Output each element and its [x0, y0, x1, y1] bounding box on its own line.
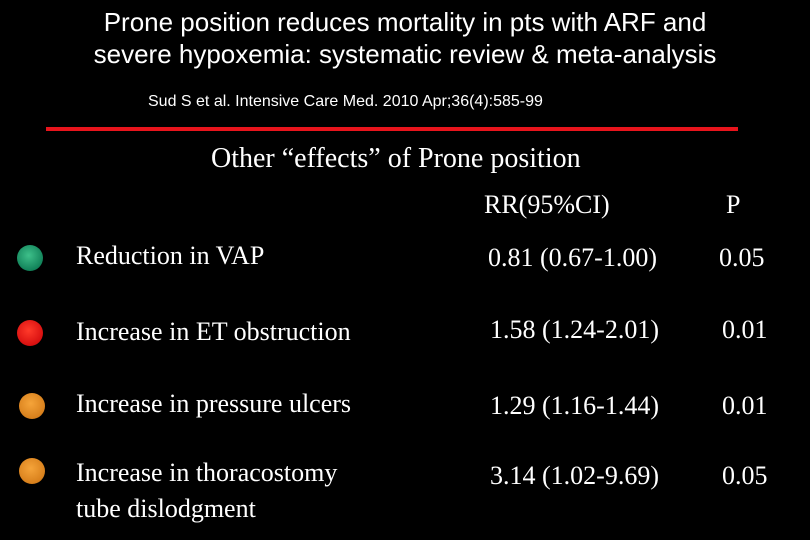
citation: Sud S et al. Intensive Care Med. 2010 Ap…: [148, 93, 543, 110]
row-rr-thoracostomy: 3.14 (1.02-9.69): [490, 461, 659, 490]
title-line-1: Prone position reduces mortality in pts …: [103, 7, 707, 37]
row-p-pressure-ulcers: 0.01: [722, 391, 768, 420]
bullet-teal-icon: [17, 245, 43, 271]
row-label-thoracostomy: Increase in thoracostomy tube dislodgmen…: [76, 455, 456, 527]
column-header-p: P: [726, 190, 741, 219]
row-label-et-obstruction: Increase in ET obstruction: [76, 317, 351, 346]
row-label-thoracostomy-line-1: Increase in thoracostomy: [76, 458, 338, 487]
bullet-orange-icon: [19, 458, 45, 484]
row-rr-vap: 0.81 (0.67-1.00): [488, 243, 657, 272]
row-p-thoracostomy: 0.05: [722, 461, 768, 490]
row-label-pressure-ulcers: Increase in pressure ulcers: [76, 389, 352, 418]
row-rr-et-obstruction: 1.58 (1.24-2.01): [490, 315, 659, 344]
section-subtitle: Other “effects” of Prone position: [211, 143, 581, 174]
row-p-et-obstruction: 0.01: [722, 315, 768, 344]
column-header-rr: RR(95%CI): [484, 190, 610, 219]
row-label-thoracostomy-line-2: tube dislodgment: [76, 494, 256, 523]
row-rr-pressure-ulcers: 1.29 (1.16-1.44): [490, 391, 659, 420]
bullet-orange-icon: [19, 393, 45, 419]
slide-title: Prone position reduces mortality in pts …: [0, 6, 810, 70]
bullet-red-icon: [17, 320, 43, 346]
row-label-vap: Reduction in VAP: [76, 241, 265, 270]
red-divider: [46, 127, 738, 131]
row-p-vap: 0.05: [719, 243, 765, 272]
title-line-2: severe hypoxemia: systematic review & me…: [93, 39, 717, 69]
